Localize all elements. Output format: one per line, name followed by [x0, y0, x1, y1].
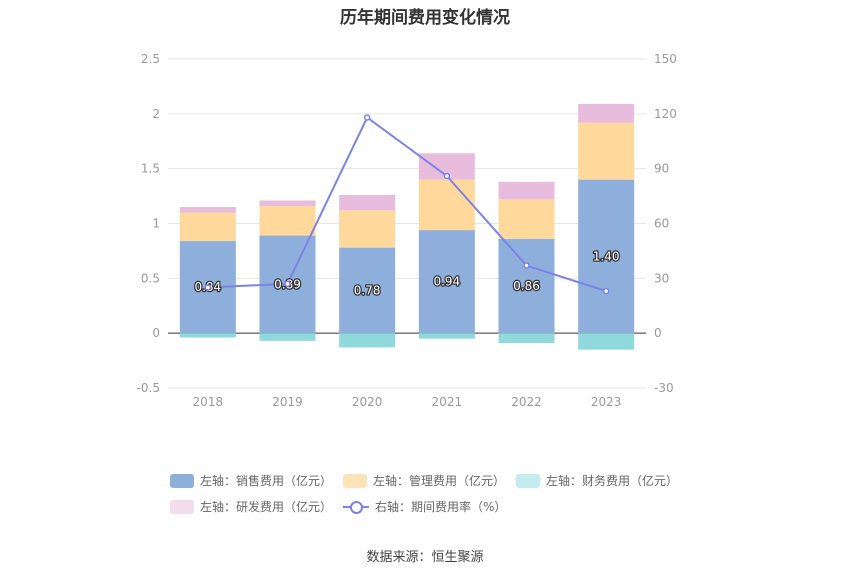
chart-plot: -0.5 0 0.5 1 1.5 2 2.5 -30 0 30 60 90 120 150 2018 2019… — [137, 52, 677, 409]
y-left-tick-label: 1 — [152, 217, 160, 231]
y-right-tick-label: 60 — [654, 217, 669, 231]
chart-title: 历年期间费用变化情况 — [340, 8, 510, 28]
bar-rd — [578, 103, 635, 123]
y-right-tick-label: 0 — [654, 326, 662, 340]
data-label-sales: 0.78 — [354, 283, 381, 297]
y-left-tick-label: -0.5 — [137, 381, 160, 395]
y-left-tick-label: 2 — [152, 107, 160, 121]
x-tick-label: 2019 — [272, 395, 303, 409]
legend-item-rd[interactable]: 左轴：研发费用（亿元） — [170, 498, 332, 515]
y-left-tick-label: 2.5 — [141, 52, 160, 66]
legend-label-rd: 左轴：研发费用（亿元） — [200, 500, 333, 514]
bar-sales — [339, 247, 396, 334]
bar-sales — [418, 230, 475, 334]
bar-admin — [179, 212, 236, 242]
legend-item-sales[interactable]: 左轴：销售费用（亿元） — [170, 472, 332, 489]
y-right-tick-label: -30 — [654, 381, 674, 395]
bar-finance — [498, 333, 555, 344]
y-right-tick-label: 150 — [654, 52, 677, 66]
data-label-sales: 0.86 — [513, 279, 540, 293]
y-left-tick-label: 0.5 — [141, 271, 160, 285]
y-left-tick-label: 0 — [152, 326, 160, 340]
bar-finance — [179, 333, 236, 338]
bar-rd — [498, 181, 555, 200]
bar-finance — [418, 333, 475, 339]
line-point — [284, 280, 291, 288]
bar-sales — [498, 238, 555, 334]
bar-admin — [578, 122, 635, 180]
line-point — [602, 287, 610, 295]
line-expense-ratio — [207, 115, 607, 293]
bar-admin — [418, 179, 475, 231]
legend-item-finance[interactable]: 左轴：财务费用（亿元） — [516, 472, 678, 489]
legend-item-expense-ratio[interactable]: 右轴：期间费用率（%） — [343, 498, 506, 515]
x-tick-label: 2018 — [193, 395, 224, 409]
bar-finance — [578, 333, 635, 350]
line-point — [204, 284, 212, 291]
bar-admin — [259, 205, 316, 236]
y-right-tick-label: 30 — [654, 271, 669, 285]
legend-label-sales: 左轴：销售费用（亿元） — [200, 474, 333, 488]
legend-label-expense-ratio: 右轴：期间费用率（%） — [375, 500, 507, 514]
legend-swatch-finance — [516, 473, 540, 488]
bar-rd — [179, 207, 236, 213]
x-tick-label: 2022 — [511, 395, 542, 409]
legend-swatch-rd — [170, 499, 194, 514]
legend-label-admin: 左轴：管理费用（亿元） — [373, 474, 506, 488]
bar-sales — [578, 179, 635, 334]
legend-swatch-sales — [170, 473, 194, 488]
bar-admin — [339, 210, 396, 248]
legend-swatch-admin — [343, 473, 367, 488]
x-tick-label: 2023 — [591, 395, 622, 409]
bar-rd — [339, 194, 396, 211]
bar-finance — [339, 333, 396, 348]
legend-label-finance: 左轴：财务费用（亿元） — [546, 474, 679, 488]
bar-rd — [259, 200, 316, 206]
line-point — [443, 172, 451, 180]
y-right-tick-label: 120 — [654, 107, 677, 121]
data-label-sales: 1.40 — [593, 249, 620, 263]
data-label-sales: 0.94 — [433, 275, 460, 289]
legend-item-admin[interactable]: 左轴：管理费用（亿元） — [343, 472, 505, 489]
x-tick-label: 2020 — [352, 395, 383, 409]
line-point — [363, 114, 371, 121]
bar-admin — [498, 199, 555, 239]
bar-finance — [259, 333, 316, 341]
source-note: 数据来源：恒生聚源 — [366, 550, 484, 565]
x-tick-label: 2021 — [432, 395, 463, 409]
y-left-tick-label: 1.5 — [141, 162, 160, 176]
line-point — [523, 262, 530, 269]
y-right-tick-label: 90 — [654, 162, 669, 176]
legend-line-icon — [343, 500, 369, 514]
